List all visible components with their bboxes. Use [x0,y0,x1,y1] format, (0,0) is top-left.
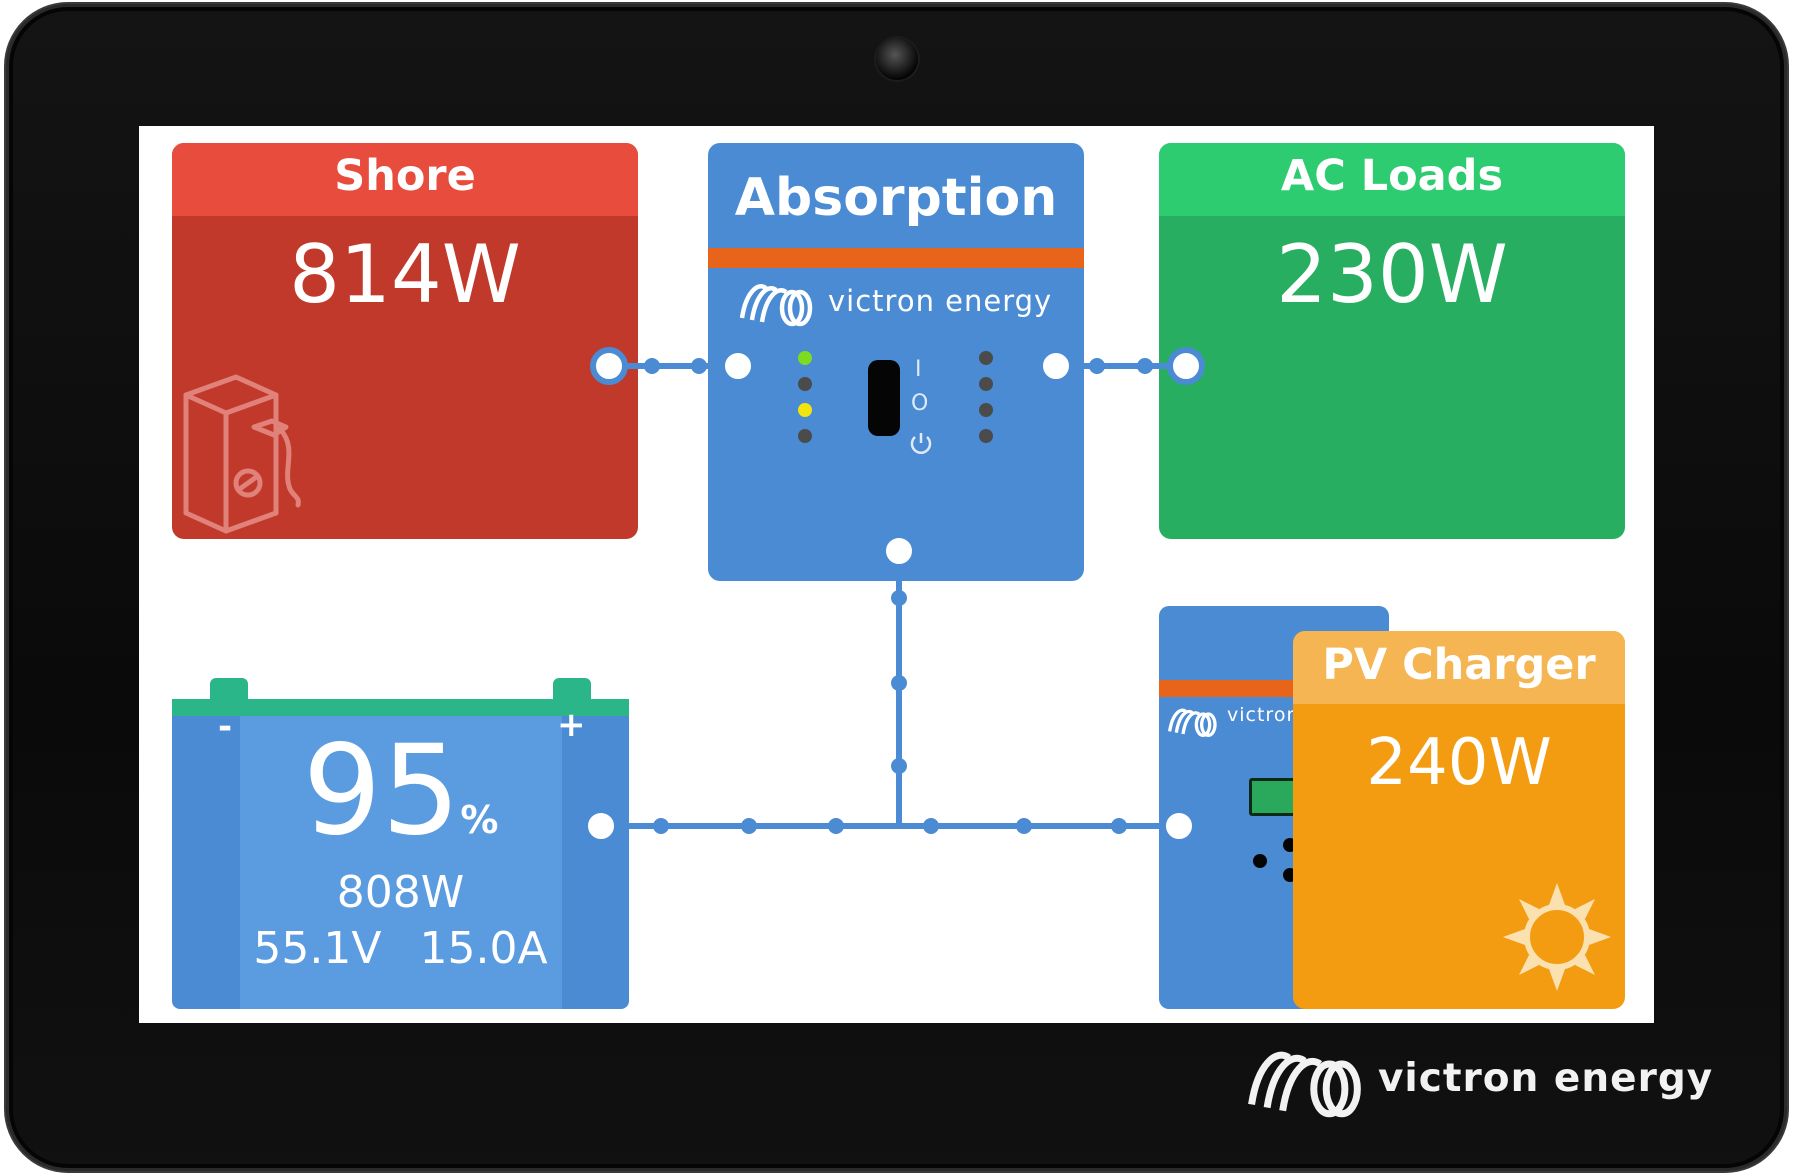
sun-icon [1503,883,1611,991]
battery-minus-label: - [218,707,233,747]
battery-terminal-negative [210,678,248,702]
inverter-led-2 [798,377,812,391]
inverter-led-4 [798,429,812,443]
camera-icon [876,38,918,80]
victron-logo-icon [739,284,813,327]
inverter-switch-knob[interactable] [868,360,900,436]
battery-soc-unit: % [460,798,499,842]
battery-tile[interactable]: - + 95% 808W 55.1V 15.0A [172,699,629,1009]
battery-voltage: 55.1V [253,923,382,974]
ac-loads-tile[interactable]: AC Loads 230W [1159,143,1625,539]
inverter-ac-in-connector [719,347,757,385]
pv-connector [1160,807,1198,845]
mppt-victron-logo-icon [1168,708,1217,737]
battery-connector [582,807,620,845]
inverter-led-6 [979,377,993,391]
mppt-brand-text: victron [1227,704,1300,726]
battery-inner-panel [240,716,562,1009]
battery-soc-value: 95 [302,719,461,863]
shore-power: 814W [289,228,521,321]
battery-soc: 95% [172,721,629,861]
power-icon [910,433,932,454]
inverter-state: Absorption [734,168,1058,228]
shore-connector [590,347,628,385]
inverter-dc-connector [880,532,918,570]
energy-flow-lines [582,347,1205,845]
inverter-orange-band [708,248,1084,268]
inverter-led-7 [979,403,993,417]
device-brand: victron energy [1240,1038,1713,1118]
shore-tile[interactable]: Shore 814W [172,143,638,539]
battery-top-strip [172,699,629,716]
switch-on-label: I [915,357,922,382]
inverter-led-3 [798,403,812,417]
ac-loads-title: AC Loads [1159,143,1625,216]
inverter-brand-text: victron energy [828,284,1053,318]
battery-terminal-positive [553,678,591,702]
ac-loads-connector [1167,347,1205,385]
inverter-tile[interactable]: Absorption victron energy I O [708,143,1084,581]
device-victron-logo-icon [1248,1051,1361,1118]
pv-charger-tile[interactable]: PV Charger 240W [1293,631,1625,1009]
inverter-led-1 [798,351,812,365]
switch-off-label: O [911,391,929,416]
pv-charger-title: PV Charger [1293,631,1625,704]
inverter-ac-out-connector [1037,347,1075,385]
inverter-led-8 [979,429,993,443]
mppt-led-1 [1253,854,1267,868]
inverter-led-5 [979,351,993,365]
inverter-brand: victron energy [736,273,1052,329]
shore-title: Shore [172,143,638,216]
battery-power: 808W [336,867,465,918]
battery-voltage-current: 55.1V 15.0A [172,923,629,974]
device-brand-text: victron energy [1378,1055,1714,1101]
ac-loads-power: 230W [1276,228,1508,321]
battery-plus-label: + [557,705,586,745]
shore-plug-icon [183,374,301,534]
battery-current: 15.0A [419,923,548,974]
pv-charger-power: 240W [1366,726,1552,800]
gx-screen: Shore 814W Absorption [139,126,1654,1023]
